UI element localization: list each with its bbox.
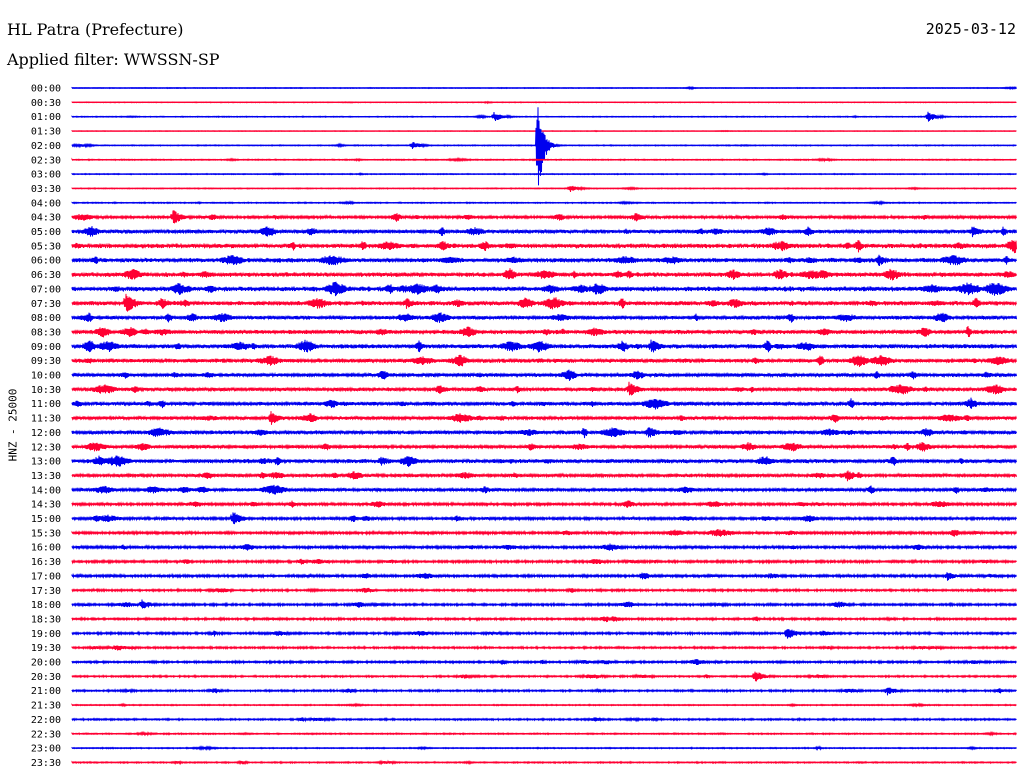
row-label: 13:00 xyxy=(31,457,61,468)
row-trace xyxy=(71,354,1017,367)
row-trace xyxy=(71,226,1017,238)
row-label: 13:30 xyxy=(31,471,61,482)
row-label: 06:00 xyxy=(31,256,61,267)
row-trace xyxy=(71,427,1017,439)
row-label: 09:30 xyxy=(31,356,61,367)
row-trace xyxy=(71,293,1017,312)
row-label: 02:30 xyxy=(31,155,61,166)
row-label: 14:00 xyxy=(31,485,61,496)
row-label: 21:00 xyxy=(31,686,61,697)
row-label: 01:00 xyxy=(31,112,61,123)
row-label: 17:30 xyxy=(31,586,61,597)
row-trace xyxy=(71,381,1017,396)
row-labels: 00:00 00:30 01:00 01:30 02:00 02:30 03:00 03:30… xyxy=(31,84,61,769)
row-trace xyxy=(71,411,1017,425)
row-label: 20:00 xyxy=(31,658,61,669)
row-label: 12:00 xyxy=(31,428,61,439)
date-label: 2025-03-12 xyxy=(925,20,1016,38)
row-label: 03:00 xyxy=(31,170,61,181)
row-trace xyxy=(71,369,1017,381)
row-label: 06:30 xyxy=(31,270,61,281)
row-label: 18:00 xyxy=(31,600,61,611)
row-label: 05:30 xyxy=(31,241,61,252)
row-label: 04:30 xyxy=(31,213,61,224)
row-label: 07:30 xyxy=(31,299,61,310)
row-trace xyxy=(71,500,1017,508)
row-label: 16:00 xyxy=(31,543,61,554)
row-label: 10:00 xyxy=(31,371,61,382)
row-label: 09:00 xyxy=(31,342,61,353)
row-label: 02:00 xyxy=(31,141,61,152)
row-label: 08:00 xyxy=(31,313,61,324)
row-label: 23:00 xyxy=(31,744,61,755)
row-label: 15:30 xyxy=(31,528,61,539)
row-label: 21:30 xyxy=(31,701,61,712)
row-label: 19:30 xyxy=(31,643,61,654)
row-label: 16:30 xyxy=(31,557,61,568)
row-trace xyxy=(71,312,1017,323)
row-label: 22:00 xyxy=(31,715,61,726)
row-trace xyxy=(71,397,1017,410)
row-label: 22:30 xyxy=(31,729,61,740)
row-label: 11:00 xyxy=(31,399,61,410)
row-label: 00:00 xyxy=(31,84,61,95)
row-label: 18:30 xyxy=(31,614,61,625)
row-traces xyxy=(71,85,1017,766)
row-label: 19:00 xyxy=(31,629,61,640)
row-trace xyxy=(71,455,1017,467)
row-label: 20:30 xyxy=(31,672,61,683)
row-trace xyxy=(71,281,1017,297)
row-trace xyxy=(71,239,1017,254)
row-label: 04:00 xyxy=(31,198,61,209)
row-label: 05:00 xyxy=(31,227,61,238)
row-label: 01:30 xyxy=(31,127,61,138)
row-label: 23:30 xyxy=(31,758,61,769)
row-label: 11:30 xyxy=(31,414,61,425)
row-label: 00:30 xyxy=(31,98,61,109)
station-title: HL Patra (Prefecture) xyxy=(7,20,184,39)
row-label: 14:30 xyxy=(31,500,61,511)
row-label: 08:30 xyxy=(31,327,61,338)
row-label: 17:00 xyxy=(31,571,61,582)
row-label: 12:30 xyxy=(31,442,61,453)
row-label: 10:30 xyxy=(31,385,61,396)
row-label: 03:30 xyxy=(31,184,61,195)
row-label: 07:00 xyxy=(31,284,61,295)
row-label: 15:00 xyxy=(31,514,61,525)
filter-label: Applied filter: WWSSN-SP xyxy=(7,50,220,69)
row-trace xyxy=(71,339,1017,353)
